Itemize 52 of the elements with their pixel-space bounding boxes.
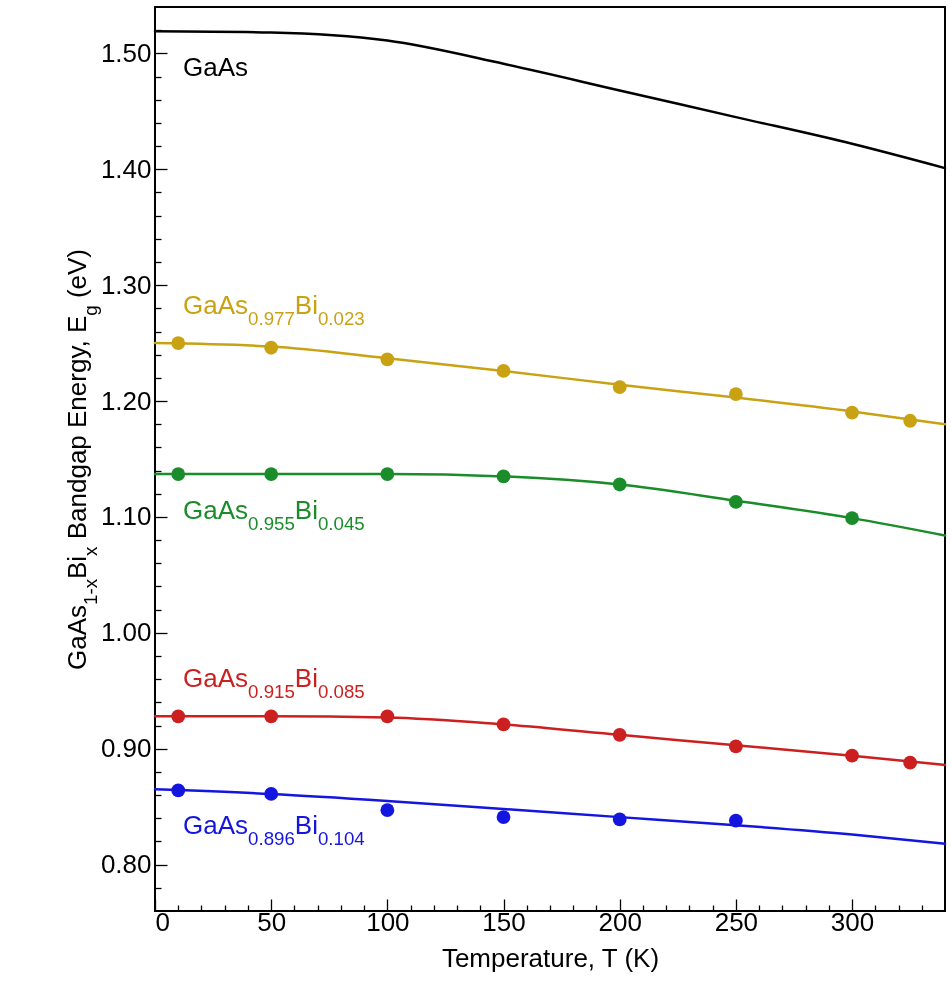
line-series [153, 340, 947, 426]
x-tick-label: 100 [366, 906, 410, 937]
y-tick-label: 1.20 [100, 385, 152, 416]
point [612, 727, 627, 742]
point [612, 380, 627, 395]
point [171, 336, 186, 350]
point [903, 413, 918, 428]
series-label: GaAs [183, 52, 249, 83]
point [903, 755, 918, 770]
x-tick-label: 250 [714, 906, 759, 937]
series-label: GaAs$_{0.977}$Bi$_{0.023}$ [183, 290, 365, 329]
point [171, 783, 186, 798]
point [728, 387, 743, 401]
series-label: GaAs$_{0.955}$Bi$_{0.045}$ [183, 495, 365, 534]
point [380, 352, 395, 367]
y-tick-label: 1.00 [100, 617, 152, 648]
point [728, 813, 743, 828]
point [845, 511, 859, 525]
point [171, 709, 186, 724]
point [380, 467, 395, 481]
point [496, 717, 511, 732]
line-series [153, 788, 947, 846]
point [612, 812, 627, 827]
x-tick-label: 300 [830, 906, 875, 937]
x-tick-label: 0 [155, 906, 170, 937]
x-tick-label: 50 [257, 906, 287, 937]
x-tick-label: 200 [598, 906, 642, 937]
point [171, 467, 186, 481]
point [264, 709, 279, 724]
y-tick-label: 1.50 [100, 37, 152, 68]
series-label: GaAs$_{0.896}$Bi$_{0.104}$ [183, 810, 365, 849]
point [728, 495, 743, 509]
point [264, 340, 279, 355]
point [380, 709, 395, 724]
y-tick-label: 0.90 [100, 733, 152, 764]
point [728, 739, 743, 754]
y-tick-label: 1.30 [100, 269, 152, 300]
point [496, 810, 511, 824]
series-label: GaAs$_{0.915}$Bi$_{0.085}$ [183, 663, 365, 702]
y-tick-label: 1.10 [100, 501, 152, 532]
y-tick-label: 1.40 [100, 153, 152, 184]
point [496, 469, 511, 484]
point [612, 477, 627, 492]
x-tick-label: 150 [482, 906, 526, 937]
point [264, 467, 279, 481]
point [845, 748, 859, 763]
point [264, 787, 279, 801]
point [845, 405, 859, 420]
y-tick-label: 0.80 [100, 849, 152, 880]
x-axis-title: Temperature, T (K) [441, 942, 660, 973]
point [496, 364, 511, 378]
point [380, 803, 395, 818]
